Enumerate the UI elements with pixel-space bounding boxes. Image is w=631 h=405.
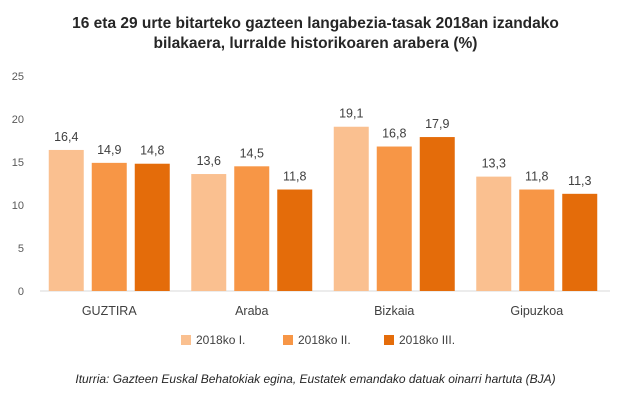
data-label: 19,1 xyxy=(339,107,363,121)
data-label: 17,9 xyxy=(425,117,449,131)
legend-swatch xyxy=(283,335,293,345)
chart-title-line-1: 16 eta 29 urte bitarteko gazteen langabe… xyxy=(72,15,559,32)
data-label: 16,4 xyxy=(54,130,78,144)
bar xyxy=(234,166,270,291)
source-note: Iturria: Gazteen Euskal Behatokiak egina… xyxy=(75,372,556,386)
y-tick-label: 25 xyxy=(12,71,24,83)
y-tick-label: 10 xyxy=(12,200,24,212)
legend-swatch xyxy=(384,335,394,345)
data-label: 14,8 xyxy=(140,144,164,158)
bar xyxy=(333,126,369,292)
legend-label: 2018ko II. xyxy=(298,333,351,347)
data-label: 13,6 xyxy=(197,154,221,168)
bar xyxy=(476,176,512,291)
y-tick-label: 20 xyxy=(12,114,24,126)
bar xyxy=(519,189,555,291)
bar xyxy=(419,137,455,291)
data-label: 14,9 xyxy=(97,143,121,157)
y-tick-label: 15 xyxy=(12,157,24,169)
y-tick-label: 0 xyxy=(18,286,24,298)
legend-label: 2018ko I. xyxy=(196,333,245,347)
data-label: 14,5 xyxy=(240,146,264,160)
x-axis: GUZTIRA Araba Bizkaia Gipuzkoa xyxy=(82,304,563,318)
bar xyxy=(91,162,127,291)
data-label: 11,3 xyxy=(568,174,591,188)
bar xyxy=(134,163,170,291)
y-tick-label: 5 xyxy=(18,243,24,255)
bar xyxy=(191,174,227,291)
bar xyxy=(376,146,412,291)
bar xyxy=(48,149,84,291)
chart-title: 16 eta 29 urte bitarteko gazteen langabe… xyxy=(0,14,631,54)
bar xyxy=(277,189,313,291)
data-label: 11,8 xyxy=(283,170,306,184)
chart-title-line-2: bilakaera, lurralde historikoaren araber… xyxy=(153,35,478,52)
legend-label: 2018ko III. xyxy=(399,333,455,347)
legend-swatch xyxy=(181,335,191,345)
legend: 2018ko I. 2018ko II. 2018ko III. xyxy=(181,333,455,347)
data-label: 13,3 xyxy=(482,157,506,171)
x-tick-label: Araba xyxy=(235,304,268,318)
x-tick-label: GUZTIRA xyxy=(82,304,138,318)
bars: 16,4 14,9 14,8 13,6 14,5 11,8 19,1 16,8 17,9 13,3… xyxy=(48,107,598,292)
data-label: 11,8 xyxy=(525,170,548,184)
y-axis: 0 5 10 15 20 25 xyxy=(12,71,24,298)
x-tick-label: Bizkaia xyxy=(374,304,414,318)
x-tick-label: Gipuzkoa xyxy=(510,304,563,318)
data-label: 16,8 xyxy=(382,127,406,141)
bar xyxy=(562,193,598,291)
